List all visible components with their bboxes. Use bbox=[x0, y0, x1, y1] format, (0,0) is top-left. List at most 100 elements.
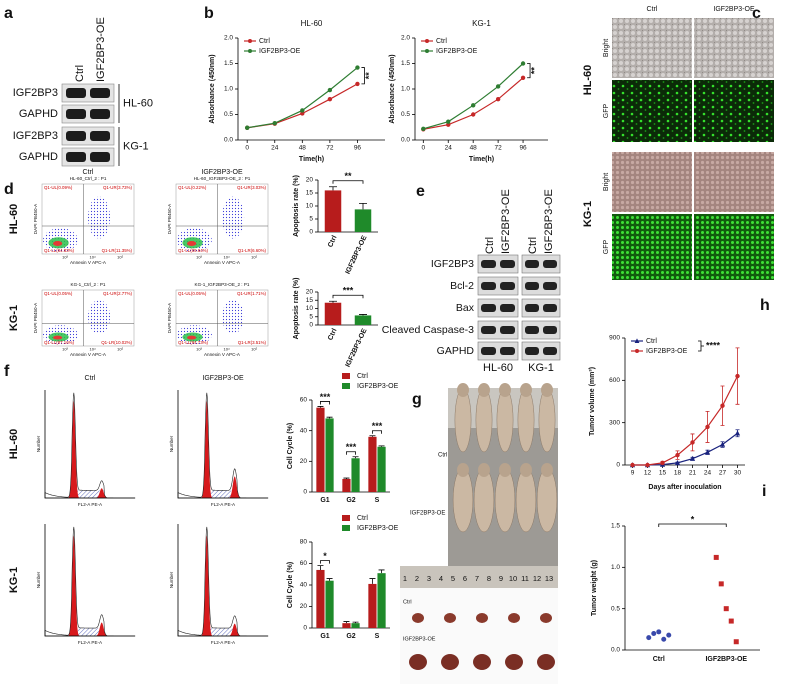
blot-strip bbox=[477, 341, 519, 361]
y-tick-label: 2.0 bbox=[224, 35, 233, 42]
marker bbox=[446, 119, 451, 124]
x-tick-label: 10⁴ bbox=[90, 347, 96, 352]
channel-label: GFP bbox=[603, 103, 610, 118]
y-tick-label: 0 bbox=[309, 322, 313, 329]
micrograph bbox=[612, 214, 692, 280]
x-tick-label: 30 bbox=[734, 470, 742, 477]
x-tick-label: 10⁵ bbox=[251, 255, 257, 260]
y-tick-label: 2.0 bbox=[401, 35, 410, 42]
marker bbox=[734, 430, 741, 436]
marker bbox=[355, 81, 360, 87]
mouse-head bbox=[457, 463, 469, 477]
tumor bbox=[409, 654, 427, 670]
x-axis-label: Annexin V APC-A bbox=[70, 260, 107, 265]
y-tick-label: 900 bbox=[609, 335, 620, 342]
blot-band bbox=[500, 260, 515, 268]
ruler-number: 8 bbox=[487, 574, 491, 583]
panel-label: g bbox=[412, 391, 422, 408]
x-axis-label: Time(h) bbox=[299, 156, 324, 163]
ruler-number: 6 bbox=[463, 574, 467, 583]
y-axis-label: Number bbox=[36, 571, 41, 588]
quadrant-label: Q1-UR(1.71%) bbox=[237, 291, 267, 296]
x-tick-label: Ctrl bbox=[327, 328, 338, 342]
y-tick-label: 20 bbox=[300, 458, 308, 465]
marker bbox=[300, 108, 305, 113]
marker bbox=[248, 49, 252, 53]
blot-strip bbox=[521, 276, 561, 296]
blot-band bbox=[481, 260, 496, 268]
x-tick-label: 0 bbox=[422, 145, 426, 152]
bar bbox=[351, 458, 360, 492]
blot-band bbox=[66, 131, 86, 141]
x-tick-label: 10³ bbox=[62, 347, 68, 352]
x-tick-label: 10³ bbox=[196, 255, 202, 260]
x-tick-label: S bbox=[375, 633, 380, 640]
column-label: IGF2BP3-OE bbox=[201, 169, 243, 176]
y-axis-label: DAPI PB450-A bbox=[167, 203, 172, 234]
x-tick-label: 48 bbox=[470, 145, 478, 152]
mouse bbox=[454, 387, 472, 453]
blot-strip bbox=[521, 254, 561, 274]
ruler-number: 2 bbox=[415, 574, 419, 583]
blot-band bbox=[90, 88, 110, 98]
row-label: Bax bbox=[456, 302, 475, 314]
x-tick-label: G1 bbox=[320, 497, 329, 504]
ruler bbox=[400, 566, 558, 588]
y-axis-label: Absorbance (450nm) bbox=[209, 54, 216, 123]
column-label: IGF2BP3-OE bbox=[202, 375, 244, 382]
legend-label: IGF2BP3-OE bbox=[357, 383, 399, 390]
mouse-head bbox=[457, 383, 469, 397]
blot-band bbox=[525, 347, 539, 355]
flow-plot bbox=[175, 183, 269, 255]
marker bbox=[713, 554, 719, 560]
marker bbox=[645, 462, 650, 468]
bar bbox=[316, 407, 325, 492]
micrograph bbox=[694, 80, 774, 142]
x-tick-label: 10⁵ bbox=[117, 347, 123, 352]
y-tick-label: 15 bbox=[306, 297, 314, 304]
significance-bracket bbox=[346, 451, 356, 455]
mouse bbox=[515, 467, 537, 533]
column-label: Ctrl bbox=[484, 237, 496, 254]
blot-band bbox=[500, 304, 515, 312]
y-tick-label: 600 bbox=[609, 377, 620, 384]
x-tick-label: G1 bbox=[320, 633, 329, 640]
mouse-head bbox=[478, 463, 490, 477]
x-tick-label: 15 bbox=[659, 470, 667, 477]
y-tick-label: 10 bbox=[306, 305, 314, 312]
y-tick-label: 5 bbox=[309, 313, 313, 320]
significance: *** bbox=[372, 421, 383, 431]
quadrant-label: Q1-UL(0.09%) bbox=[44, 185, 73, 190]
blot-strip bbox=[477, 254, 519, 274]
column-label: Ctrl bbox=[85, 375, 96, 382]
significance-bracket bbox=[332, 180, 364, 184]
x-tick-label: IGF2BP3-OE bbox=[705, 656, 747, 663]
y-tick-label: 60 bbox=[300, 397, 308, 404]
marker bbox=[720, 403, 725, 408]
bar bbox=[325, 418, 334, 492]
y-tick-label: 0 bbox=[616, 462, 620, 469]
blot-band bbox=[481, 304, 496, 312]
column-label: Ctrl bbox=[527, 237, 539, 254]
ruler-number: 11 bbox=[521, 574, 529, 583]
cell-line-label: KG-1 bbox=[582, 201, 594, 227]
marker bbox=[327, 87, 333, 93]
legend-label: IGF2BP3-OE bbox=[259, 48, 301, 55]
error-bar bbox=[326, 416, 333, 419]
blot-band bbox=[525, 260, 539, 268]
mouse bbox=[538, 387, 556, 453]
y-axis-label: Number bbox=[169, 435, 174, 452]
marker bbox=[651, 630, 657, 636]
quadrant-label: Q1-UR(3.03%) bbox=[237, 185, 267, 190]
row-label: Bcl-2 bbox=[450, 280, 474, 292]
blot-band bbox=[481, 282, 496, 290]
row-label: GAPHD bbox=[437, 345, 475, 357]
micrograph bbox=[694, 18, 774, 78]
tumor bbox=[441, 654, 459, 670]
legend-label: IGF2BP3-OE bbox=[357, 525, 399, 532]
x-tick-label: 10³ bbox=[196, 347, 202, 352]
marker bbox=[661, 636, 667, 642]
significance: *** bbox=[346, 442, 357, 452]
blot-strip bbox=[521, 298, 561, 318]
